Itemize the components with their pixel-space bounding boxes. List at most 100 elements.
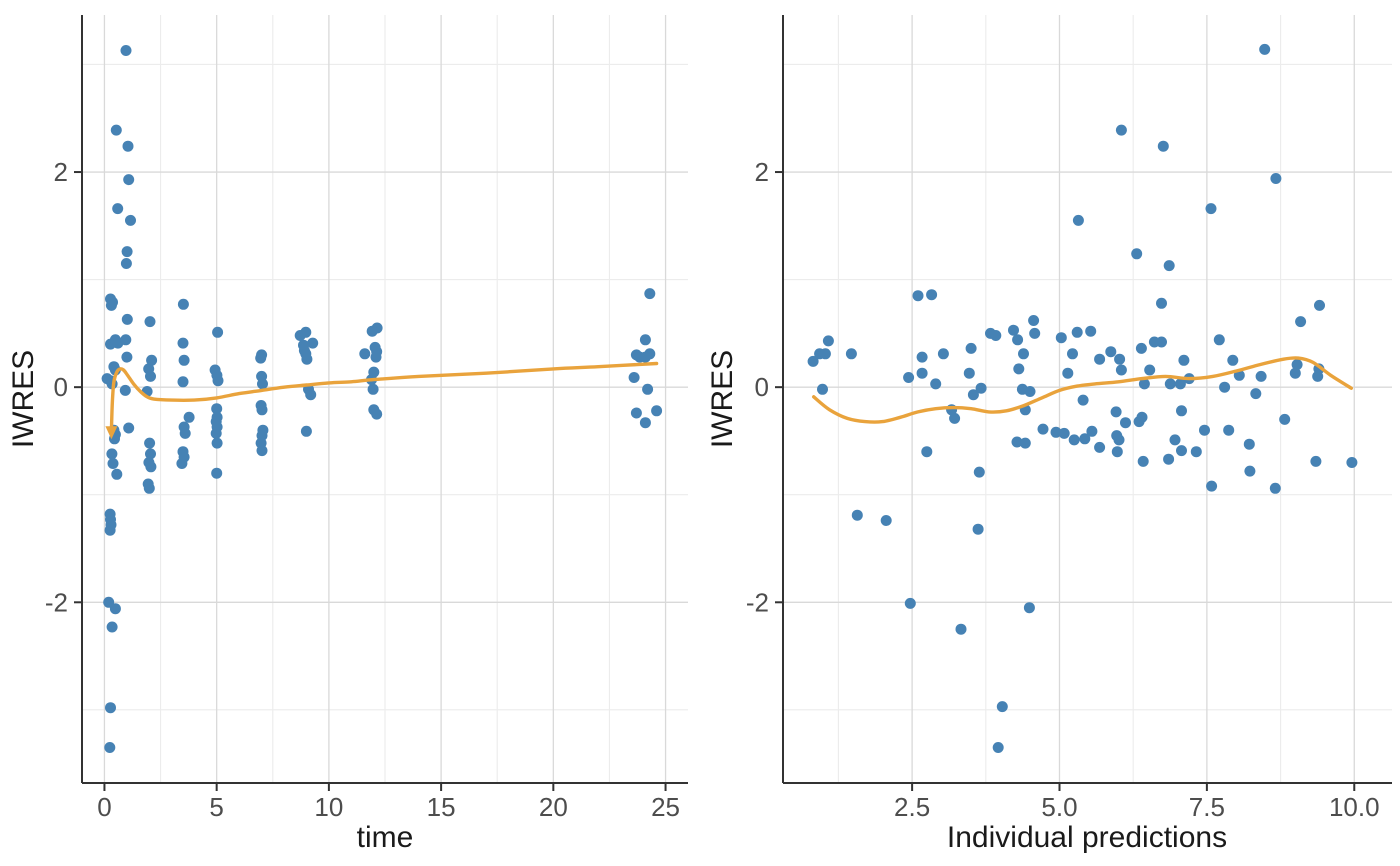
scatter-point (177, 376, 189, 388)
scatter-point (1011, 436, 1023, 448)
scatter-point (1062, 367, 1074, 379)
scatter-point (1312, 370, 1324, 382)
scatter-point (1163, 453, 1175, 465)
scatter-point (123, 174, 135, 186)
scatter-point (639, 334, 651, 346)
scatter-point (1115, 364, 1127, 376)
scatter-point (112, 203, 124, 215)
y-tick-label: 0 (755, 372, 769, 402)
scatter-point (123, 422, 135, 434)
scatter-point (301, 353, 313, 365)
scatter-point (955, 623, 967, 635)
scatter-point (630, 407, 642, 419)
scatter-point (1018, 348, 1029, 360)
scatter-point (106, 448, 118, 460)
scatter-point (1024, 386, 1036, 397)
scatter-point (256, 445, 268, 457)
scatter-point (817, 383, 828, 395)
scatter-point (921, 446, 933, 458)
scatter-point (105, 702, 116, 714)
scatter-point (1008, 324, 1019, 336)
scatter-point (1174, 378, 1186, 390)
scatter-point (1244, 465, 1256, 477)
scatter-point (1164, 378, 1176, 390)
scatter-point (1113, 434, 1125, 446)
scatter-point (1067, 348, 1078, 360)
scatter-point (1023, 602, 1035, 614)
scatter-point (1037, 423, 1049, 435)
scatter-point (807, 355, 819, 367)
scatter-point (639, 417, 651, 429)
scatter-point (1137, 455, 1149, 467)
scatter-point (1079, 433, 1091, 445)
x-tick-label: 15 (427, 792, 456, 822)
scatter-point (122, 140, 134, 152)
scatter-point (145, 461, 157, 473)
x-tick-label: 5 (209, 792, 223, 822)
scatter-point (371, 408, 383, 420)
scatter-point (178, 354, 190, 366)
scatter-point (1346, 457, 1358, 468)
scatter-point (211, 403, 223, 415)
scatter-point (300, 425, 312, 437)
scatter-point (1279, 413, 1291, 425)
scatter-point (119, 384, 131, 396)
scatter-point (145, 448, 156, 460)
scatter-point (1314, 299, 1325, 311)
smooth-line-arrowhead (105, 426, 118, 440)
scatter-point (1269, 482, 1281, 494)
scatter-point (1178, 354, 1190, 366)
scatter-point (212, 375, 224, 387)
x-tick-label: 5.0 (1041, 792, 1077, 822)
scatter-point (1028, 315, 1040, 326)
x-tick-label: 25 (651, 792, 680, 822)
x-tick-label: 2.5 (894, 792, 930, 822)
scatter-point (143, 482, 155, 494)
scatter-point (1144, 364, 1156, 376)
scatter-point (1094, 353, 1106, 365)
scatter-point (1223, 424, 1235, 436)
scatter-point (366, 325, 378, 337)
scatter-point (176, 458, 188, 469)
scatter-point (930, 378, 942, 390)
scatter-point (109, 603, 121, 615)
scatter-point (880, 515, 892, 526)
scatter-point (1259, 43, 1271, 55)
scatter-point (121, 351, 133, 363)
scatter-point (1138, 378, 1150, 390)
scatter-point (146, 354, 158, 366)
scatter-point (1243, 438, 1255, 450)
scatter-point (144, 316, 156, 328)
scatter-point (926, 289, 938, 301)
scatter-point (1058, 427, 1070, 439)
scatter-point (1255, 370, 1267, 382)
scatter-point (1110, 406, 1122, 418)
scatter-point (1213, 334, 1225, 346)
x-tick-label: 10 (314, 792, 343, 822)
scatter-point (965, 342, 977, 354)
scatter-point (1072, 214, 1084, 226)
scatter-point (628, 372, 640, 383)
scatter-point (1227, 354, 1239, 366)
scatter-point (851, 509, 863, 521)
scatter-point (1190, 446, 1202, 458)
scatter-point (370, 351, 382, 363)
scatter-point (644, 348, 656, 360)
scatter-point (1219, 381, 1231, 393)
scatter-point (1289, 367, 1301, 379)
scatter-point (1077, 394, 1089, 406)
scatter-point (1094, 441, 1106, 453)
scatter-point (845, 348, 857, 360)
scatter-point (1176, 445, 1187, 457)
scatter-point (1199, 424, 1210, 436)
y-tick-label: 0 (54, 372, 68, 402)
scatter-point (144, 437, 156, 449)
scatter-point (1156, 297, 1167, 309)
scatter-point (1055, 332, 1067, 344)
scatter-point (996, 701, 1008, 713)
scatter-point (644, 288, 656, 300)
scatter-point (822, 335, 834, 347)
scatter-point (916, 351, 928, 363)
scatter-point (1136, 411, 1148, 423)
